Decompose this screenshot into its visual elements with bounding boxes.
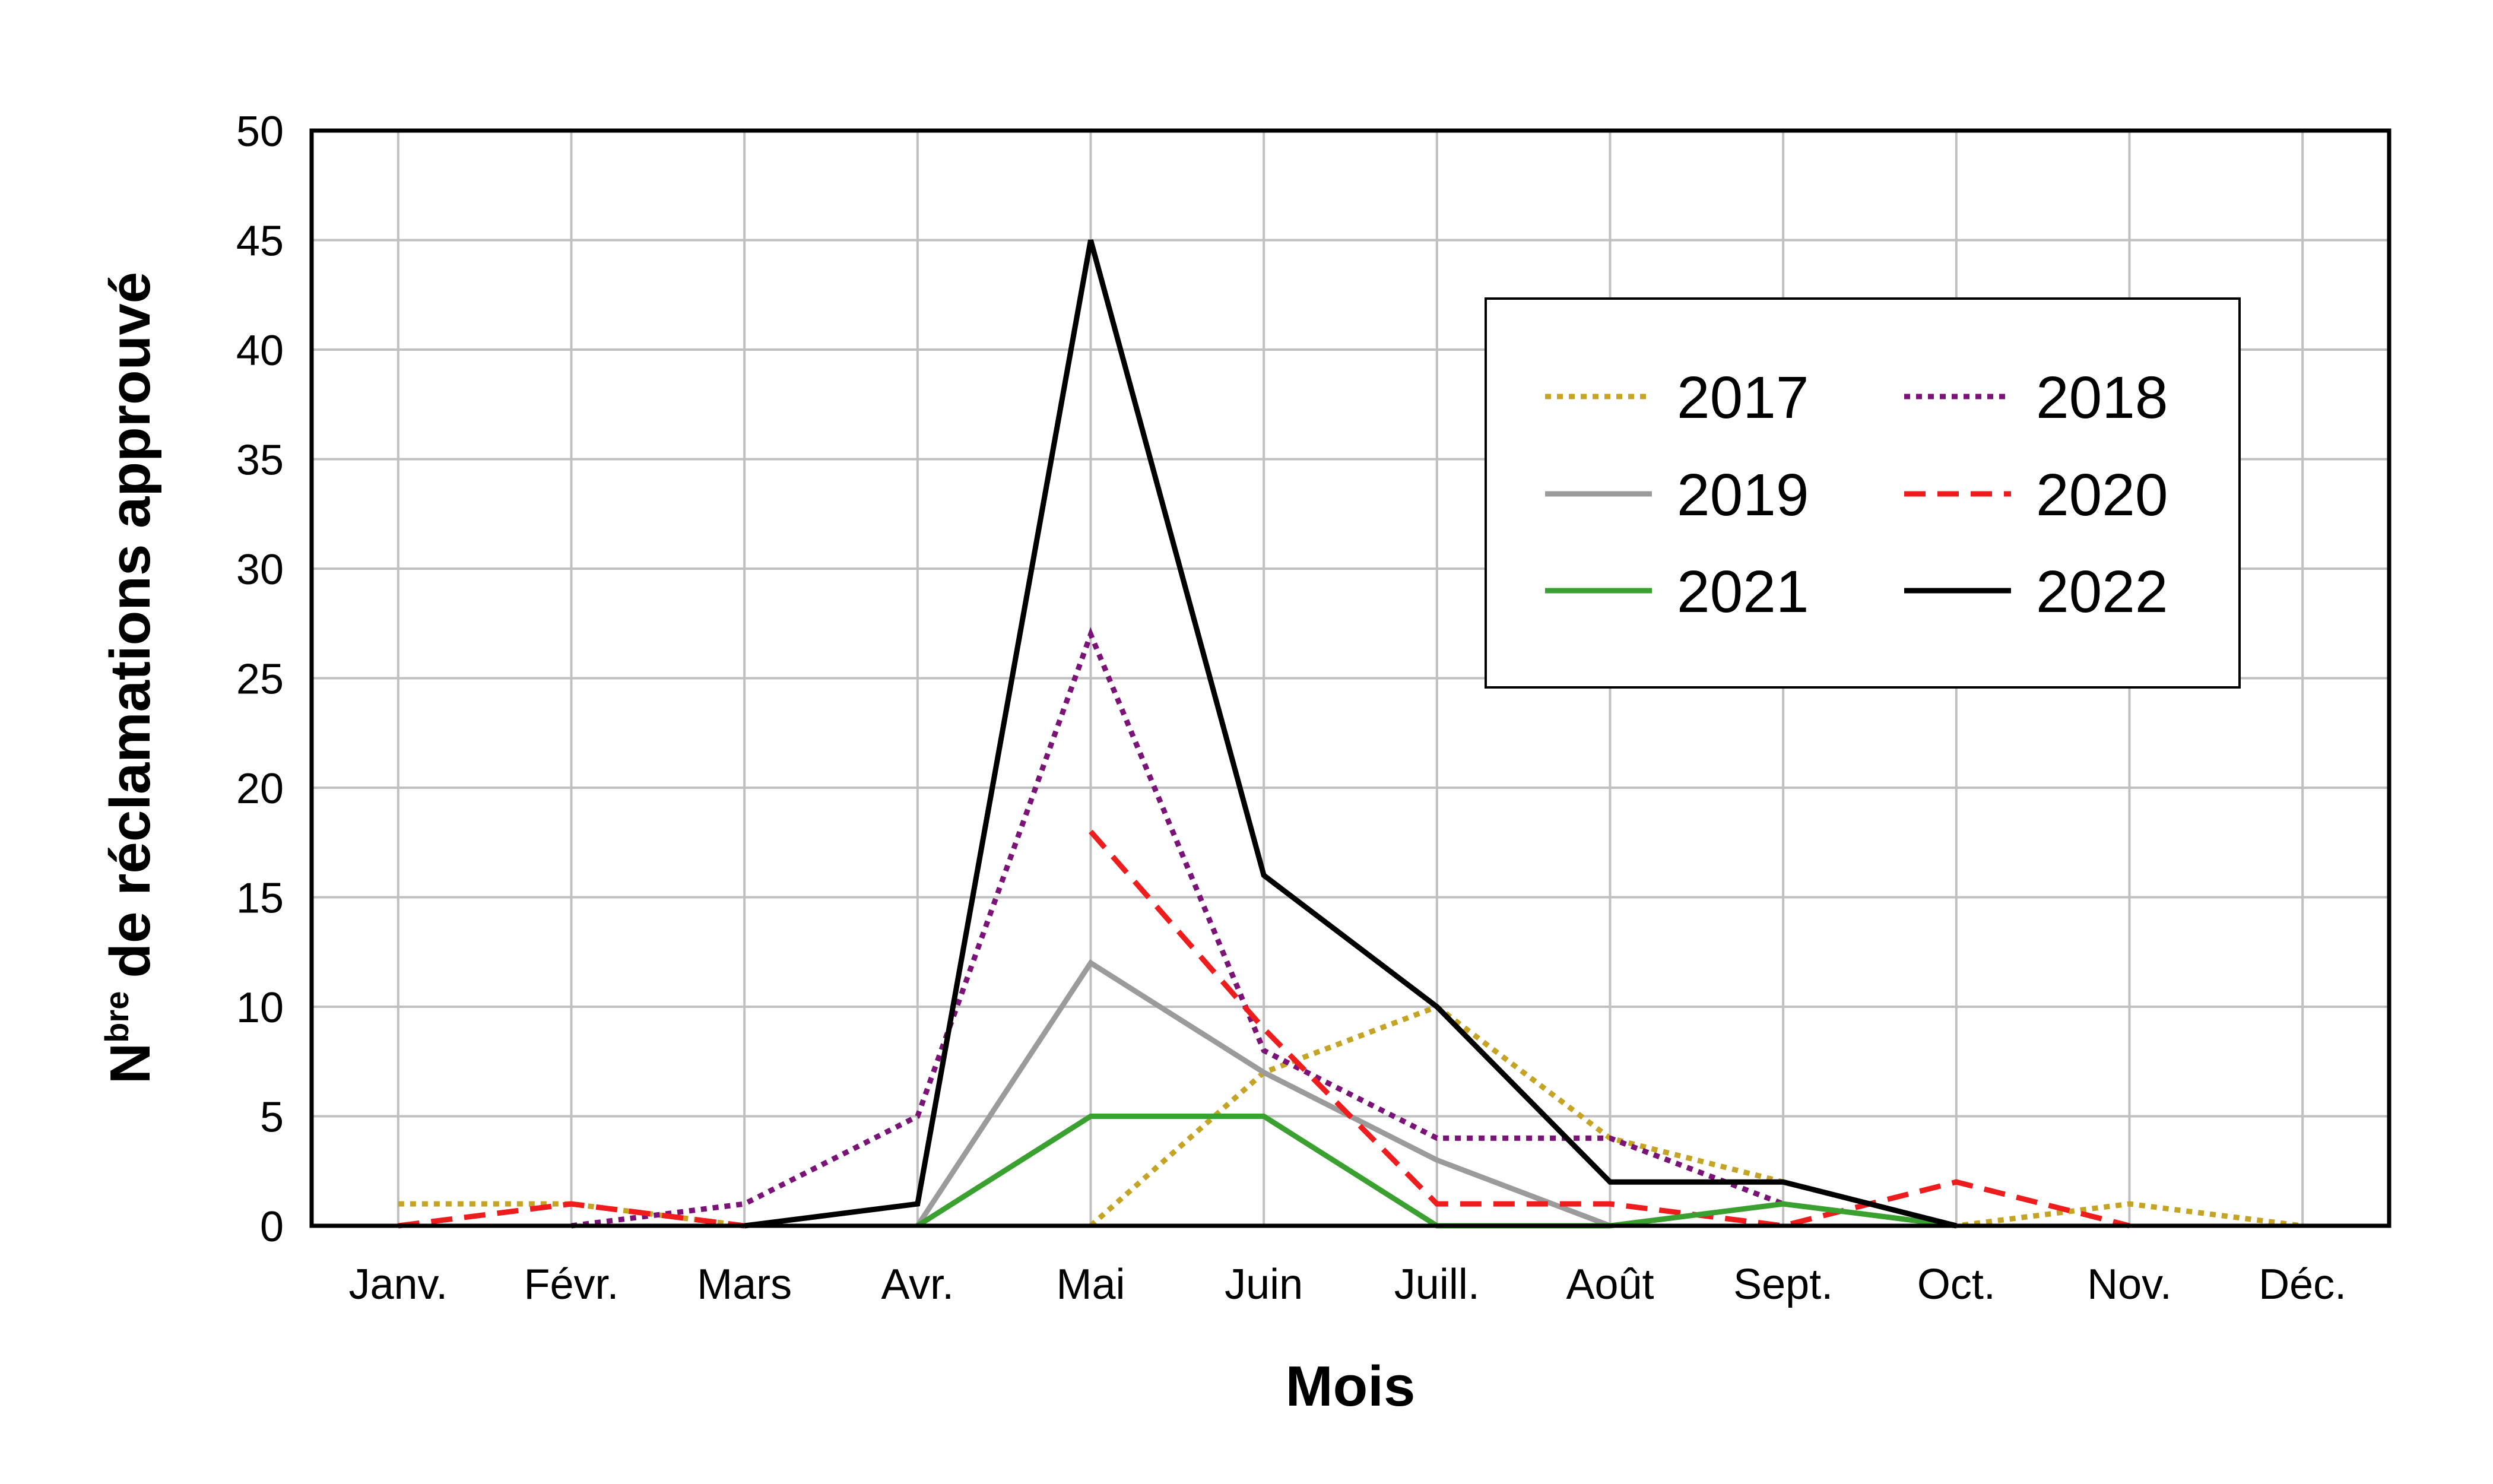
series-2019	[915, 959, 1612, 1229]
y-axis-title-prefix: N	[99, 1043, 162, 1084]
x-tick-label: Sept.	[1733, 1261, 1833, 1308]
y-tick-label: 50	[236, 108, 284, 156]
y-tick-label: 35	[236, 437, 284, 484]
x-tick-label: Févr.	[524, 1261, 619, 1308]
x-tick-label: Nov.	[2087, 1261, 2172, 1308]
legend-item: 2019	[1545, 462, 1809, 528]
legend-label: 2020	[2036, 462, 2168, 528]
x-tick-label: Janv.	[348, 1261, 448, 1308]
y-axis-title: Nbre de réclamations approuvé	[98, 272, 162, 1084]
legend-item: 2018	[1904, 364, 2168, 431]
x-tick-label: Mars	[697, 1261, 792, 1308]
series-line	[398, 1201, 745, 1229]
x-tick-label: Juin	[1225, 1261, 1303, 1308]
legend-label: 2019	[1677, 462, 1809, 528]
y-tick-label: 10	[236, 984, 284, 1032]
x-tick-label: Avr.	[881, 1261, 954, 1308]
legend-item: 2017	[1545, 364, 1809, 431]
y-axis-title-superscript: bre	[98, 991, 135, 1043]
x-axis-ticks: Janv. Févr. Mars Avr. Mai Juin Juill. Août Sept.…	[348, 1261, 2346, 1308]
legend-item: 2020	[1904, 462, 2168, 528]
y-axis-ticks: 0 5 10 15 20 25 30 35 40 45 50	[236, 108, 284, 1251]
legend-label: 2022	[2036, 559, 2168, 625]
series-line	[744, 239, 1957, 1229]
x-axis-title: Mois	[1286, 1355, 1416, 1418]
series-2020	[398, 829, 2130, 1229]
y-tick-label: 5	[260, 1094, 284, 1141]
x-tick-label: Juill.	[1394, 1261, 1480, 1308]
series-2018	[570, 627, 1784, 1229]
y-tick-label: 0	[260, 1203, 284, 1251]
series-2022	[744, 239, 1957, 1229]
legend-label: 2021	[1677, 559, 1809, 625]
series-line	[570, 627, 1784, 1229]
y-tick-label: 45	[236, 218, 284, 265]
legend-label: 2017	[1677, 364, 1809, 431]
legend: 2017 2018 2019 2020 2021 2022	[1485, 297, 2241, 689]
y-tick-label: 20	[236, 765, 284, 813]
y-tick-label: 15	[236, 875, 284, 922]
y-tick-label: 25	[236, 656, 284, 703]
y-tick-label: 40	[236, 327, 284, 375]
y-tick-label: 30	[236, 546, 284, 594]
series-line	[915, 959, 1612, 1229]
x-tick-label: Mai	[1056, 1261, 1125, 1308]
series-line	[1089, 829, 2130, 1229]
y-axis-title-main: de réclamations approuvé	[99, 272, 162, 978]
plot-area-frame	[309, 128, 2391, 1228]
x-tick-label: Oct.	[1917, 1261, 1996, 1308]
series-line	[398, 1201, 745, 1229]
legend-item: 2021	[1545, 559, 1809, 625]
x-tick-label: Déc.	[2259, 1261, 2346, 1308]
legend-item: 2022	[1904, 559, 2168, 625]
legend-label: 2018	[2036, 364, 2168, 431]
x-tick-label: Août	[1566, 1261, 1654, 1308]
